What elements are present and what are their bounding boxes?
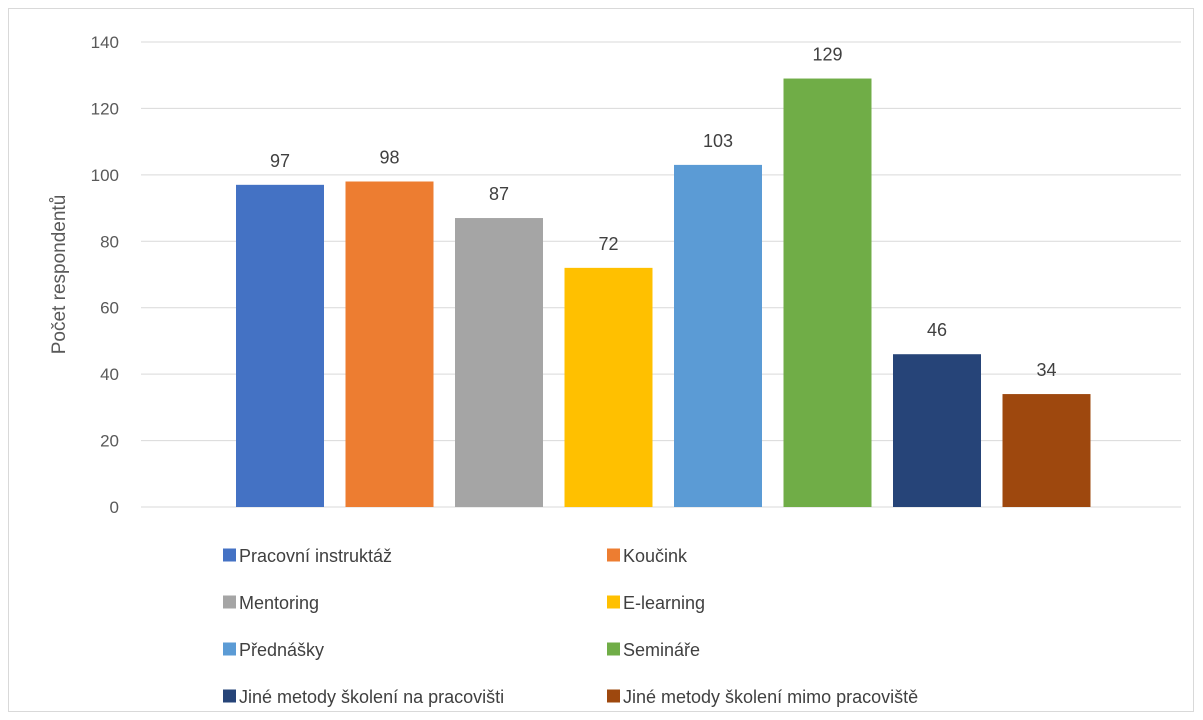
legend-label: Semináře [623, 640, 700, 660]
y-axis-label: Počet respondentů [49, 195, 70, 355]
legend-item: Mentoring [223, 593, 319, 613]
legend-swatch [607, 689, 620, 703]
bar [455, 218, 543, 508]
legend-label: Jiné metody školení mimo pracoviště [623, 687, 918, 707]
bar [1002, 394, 1091, 507]
legend-swatch [607, 595, 620, 609]
y-axis-ticks: 0 20 40 60 80 100 120 140 [91, 33, 119, 517]
legend-item: E-learning [607, 593, 705, 613]
y-tick-label: 120 [91, 99, 119, 118]
legend-label: Pracovní instruktáž [239, 546, 392, 566]
y-tick-label: 140 [91, 33, 119, 52]
y-tick-label: 20 [100, 432, 119, 451]
data-label: 34 [1036, 360, 1056, 380]
legend-label: Koučink [623, 546, 688, 566]
bars [236, 78, 1091, 508]
legend-item: Koučink [607, 546, 688, 566]
legend-item: Jiné metody školení na pracovišti [223, 687, 504, 707]
data-label: 46 [927, 320, 947, 340]
legend-swatch [223, 642, 236, 656]
data-label: 98 [379, 148, 399, 168]
y-tick-label: 100 [91, 166, 119, 185]
legend-item: Semináře [607, 640, 700, 660]
y-tick-label: 40 [100, 365, 119, 384]
bar [783, 78, 872, 508]
bar [564, 267, 653, 507]
bar [893, 354, 981, 507]
legend-label: Přednášky [239, 640, 324, 660]
y-tick-label: 0 [110, 498, 119, 517]
legend-item: Jiné metody školení mimo pracoviště [607, 687, 918, 707]
legend-item: Přednášky [223, 640, 324, 660]
data-labels: 97 98 87 72 103 129 46 34 [270, 45, 1057, 381]
y-tick-label: 80 [100, 232, 119, 251]
data-label: 129 [812, 45, 842, 65]
legend-swatch [223, 689, 236, 703]
y-tick-label: 60 [100, 299, 119, 318]
bar [674, 164, 762, 507]
legend-swatch [223, 595, 236, 609]
legend: Pracovní instruktáž Koučink Mentoring E-lea… [223, 546, 918, 707]
data-label: 103 [703, 131, 733, 151]
legend-label: Jiné metody školení na pracovišti [239, 687, 504, 707]
legend-swatch [223, 548, 236, 562]
chart-frame: 0 20 40 60 80 100 120 140 Počet respondentů 97 9… [8, 8, 1194, 712]
data-label: 97 [270, 151, 290, 171]
data-label: 72 [598, 234, 618, 254]
legend-item: Pracovní instruktáž [223, 546, 392, 566]
legend-swatch [607, 548, 620, 562]
legend-swatch [607, 642, 620, 656]
data-label: 87 [489, 184, 509, 204]
bar [345, 181, 434, 507]
legend-label: E-learning [623, 593, 705, 613]
bar [236, 184, 324, 508]
legend-label: Mentoring [239, 593, 319, 613]
